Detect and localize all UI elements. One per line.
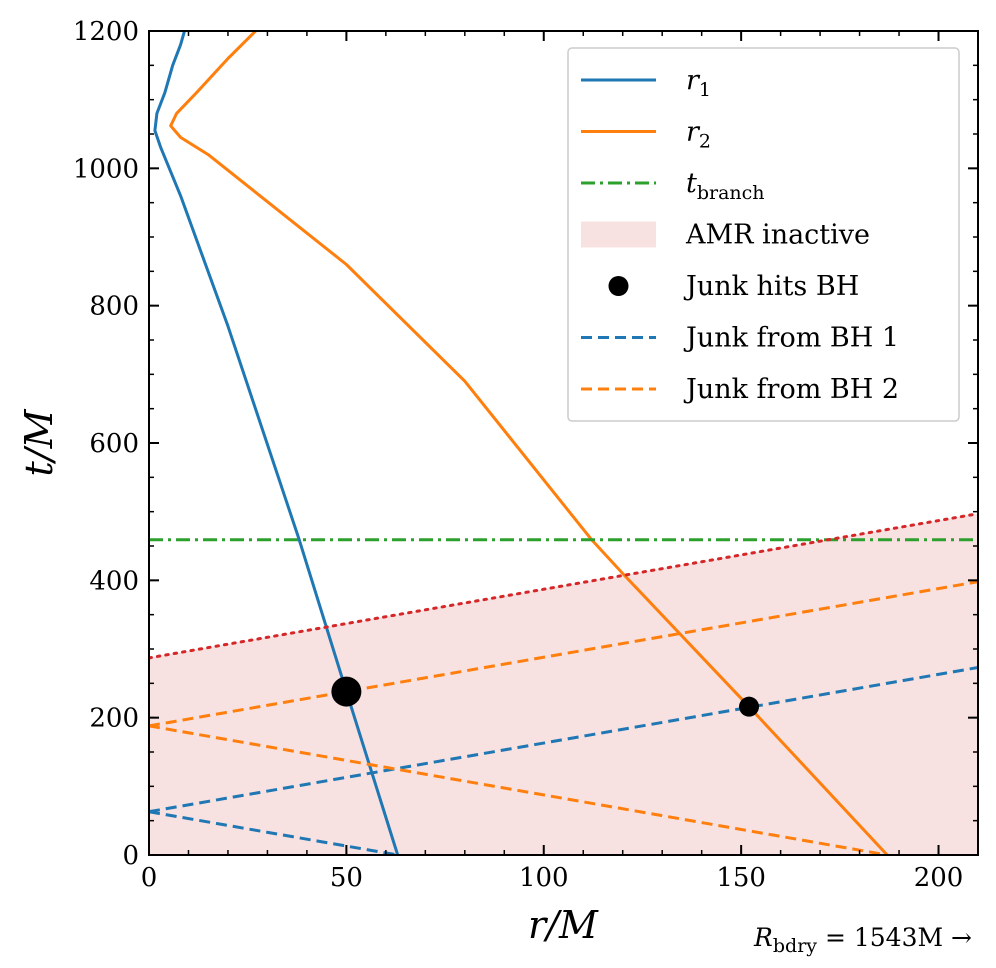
- legend-symbol: r: [686, 65, 701, 96]
- y-axis-label: t/M: [17, 408, 61, 476]
- legend-item: r2: [581, 117, 711, 153]
- y-tick-label: 1000: [73, 154, 139, 184]
- legend-item: r1: [581, 65, 711, 101]
- marker-junk-hits-bh2: [739, 696, 760, 717]
- series-junk-bh2-ingoing: [149, 724, 888, 855]
- series-r_1: [153, 31, 400, 855]
- annotation-subscript: bdry: [773, 935, 817, 957]
- legend-label: Junk hits BH: [683, 271, 859, 302]
- annotation-rest: = 1543M →: [817, 923, 972, 952]
- x-tick-label: 100: [519, 863, 569, 893]
- legend-item: Junk from BH 1: [581, 323, 899, 354]
- series-junk-bh1-outgoing: [149, 666, 978, 814]
- y-tick-label: 0: [122, 841, 139, 871]
- markers-layer: [331, 676, 760, 717]
- x-axis-label: r/M: [528, 903, 599, 947]
- legend-symbol: t: [686, 168, 697, 199]
- y-tick-label: 200: [89, 704, 139, 734]
- legend-item: Junk hits BH: [608, 271, 859, 302]
- ticks-layer: 0 50 100 150 200 0 200 400 600 800 1000 1200: [73, 17, 979, 893]
- boundary-annotation: Rbdry = 1543M →: [753, 923, 972, 957]
- legend-label: tbranch: [686, 168, 765, 204]
- series-junk-bh1-ingoing: [149, 810, 398, 855]
- legend-item: AMR inactive: [581, 220, 870, 251]
- legend-handle-patch: [581, 221, 656, 248]
- x-tick-label: 150: [716, 863, 766, 893]
- y-tick-label: 1200: [73, 17, 139, 47]
- legend-box: [567, 47, 960, 422]
- amr-inactive-layer: [149, 513, 978, 855]
- annotation-symbol: R: [753, 923, 773, 952]
- legend-item: Junk from BH 2: [581, 374, 899, 405]
- legend-handle-marker: [608, 276, 629, 296]
- marker-junk-hits-bh1: [331, 676, 362, 707]
- series-r_2: [169, 31, 889, 855]
- x-tick-label: 0: [141, 863, 158, 893]
- x-tick-label: 200: [914, 863, 964, 893]
- legend-symbol: r: [686, 117, 701, 148]
- series-layer: [149, 31, 978, 855]
- y-tick-label: 400: [89, 566, 139, 596]
- legend-subscript: 2: [699, 131, 711, 153]
- amr-inactive-region: [149, 513, 978, 855]
- legend-label: r2: [686, 117, 711, 153]
- legend-label: Junk from BH 1: [683, 323, 899, 354]
- legend-subscript: branch: [697, 182, 765, 204]
- series-junk-bh2-outgoing: [149, 580, 978, 728]
- y-tick-label: 600: [89, 429, 139, 459]
- legend-subscript: 1: [699, 79, 711, 101]
- legend-item: tbranch: [581, 168, 765, 204]
- x-tick-label: 50: [330, 863, 363, 893]
- legend-label: r1: [686, 65, 711, 101]
- y-tick-label: 800: [89, 292, 139, 322]
- legend-label: AMR inactive: [685, 220, 870, 251]
- legend-label: Junk from BH 2: [683, 374, 899, 405]
